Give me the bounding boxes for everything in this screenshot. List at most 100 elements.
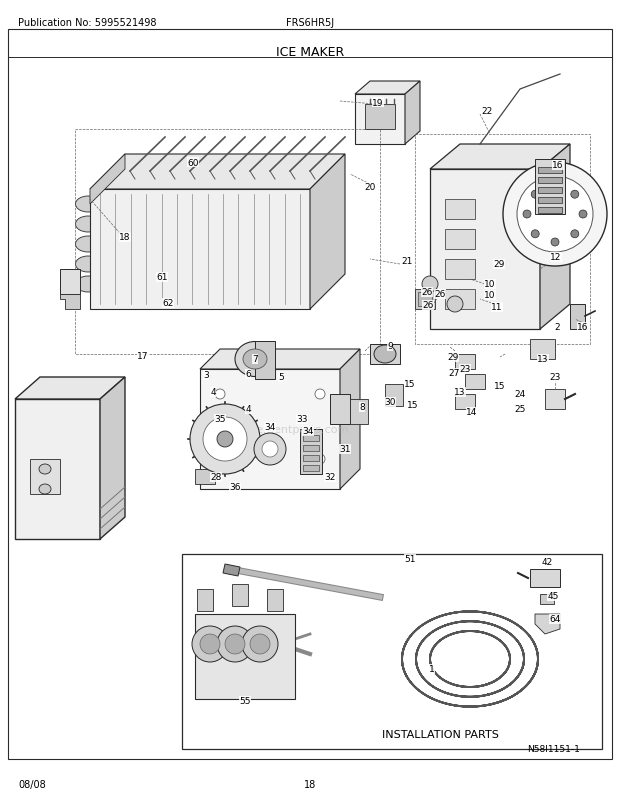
Polygon shape xyxy=(465,375,485,390)
Text: 23: 23 xyxy=(459,365,471,374)
Text: 60: 60 xyxy=(187,158,199,168)
Circle shape xyxy=(225,634,245,654)
Circle shape xyxy=(242,626,278,662)
Ellipse shape xyxy=(39,484,51,494)
Text: 10: 10 xyxy=(484,291,496,300)
Polygon shape xyxy=(195,614,295,699)
Text: 8: 8 xyxy=(359,403,365,412)
Bar xyxy=(300,429,322,475)
Ellipse shape xyxy=(76,217,100,233)
Polygon shape xyxy=(455,395,475,410)
Bar xyxy=(195,469,215,484)
Text: 29: 29 xyxy=(447,353,459,362)
Bar xyxy=(330,395,350,424)
Ellipse shape xyxy=(76,277,100,293)
Circle shape xyxy=(551,183,559,191)
Circle shape xyxy=(571,191,579,199)
Text: 26: 26 xyxy=(422,301,433,310)
Text: 36: 36 xyxy=(229,483,241,492)
Circle shape xyxy=(215,455,225,464)
Bar xyxy=(350,399,368,424)
Text: 22: 22 xyxy=(481,107,493,116)
Bar xyxy=(445,260,475,280)
Text: N58I1151-1: N58I1151-1 xyxy=(527,744,580,753)
Polygon shape xyxy=(310,155,345,310)
Text: FRS6HR5J: FRS6HR5J xyxy=(286,18,334,28)
Ellipse shape xyxy=(76,196,100,213)
Polygon shape xyxy=(540,145,570,330)
Text: 21: 21 xyxy=(401,257,413,266)
Circle shape xyxy=(551,239,559,247)
Polygon shape xyxy=(355,82,420,95)
Polygon shape xyxy=(223,565,240,577)
Circle shape xyxy=(315,390,325,399)
Bar xyxy=(445,290,475,310)
Text: 11: 11 xyxy=(491,303,503,312)
Text: Publication No: 5995521498: Publication No: 5995521498 xyxy=(18,18,156,28)
Text: 34: 34 xyxy=(264,423,276,432)
Circle shape xyxy=(217,626,253,662)
Polygon shape xyxy=(535,614,560,634)
Text: 26: 26 xyxy=(435,290,446,299)
Polygon shape xyxy=(530,339,555,359)
Bar xyxy=(538,208,562,214)
Ellipse shape xyxy=(76,237,100,253)
Bar xyxy=(445,200,475,220)
Polygon shape xyxy=(430,145,570,170)
Text: 19: 19 xyxy=(372,99,384,107)
Text: 12: 12 xyxy=(551,253,562,262)
Circle shape xyxy=(262,441,278,457)
Bar xyxy=(303,465,319,472)
Circle shape xyxy=(523,211,531,219)
Circle shape xyxy=(250,634,270,654)
Text: e-replacementparts.com: e-replacementparts.com xyxy=(211,424,348,435)
Circle shape xyxy=(203,418,247,461)
Polygon shape xyxy=(200,350,360,370)
Polygon shape xyxy=(570,305,585,330)
Text: 45: 45 xyxy=(547,592,559,601)
Text: 15: 15 xyxy=(407,401,419,410)
Bar xyxy=(445,229,475,249)
Bar xyxy=(182,554,602,749)
Polygon shape xyxy=(340,350,360,489)
Circle shape xyxy=(517,176,593,253)
Circle shape xyxy=(192,626,228,662)
Text: 18: 18 xyxy=(119,233,131,242)
Bar xyxy=(540,594,554,604)
Text: 31: 31 xyxy=(339,445,351,454)
Bar xyxy=(538,168,562,174)
Polygon shape xyxy=(530,569,560,587)
Bar xyxy=(385,384,403,407)
Text: 14: 14 xyxy=(466,408,477,417)
Ellipse shape xyxy=(243,350,267,370)
Polygon shape xyxy=(60,294,80,310)
Text: 15: 15 xyxy=(494,382,506,391)
Bar xyxy=(303,456,319,461)
Text: 08/08: 08/08 xyxy=(18,779,46,789)
Text: 42: 42 xyxy=(541,558,552,567)
Polygon shape xyxy=(60,269,80,294)
Text: 17: 17 xyxy=(137,352,149,361)
Text: 26: 26 xyxy=(422,288,433,297)
Bar xyxy=(197,589,213,611)
Circle shape xyxy=(447,297,463,313)
Polygon shape xyxy=(370,345,400,365)
Circle shape xyxy=(190,404,260,475)
Bar xyxy=(30,460,60,494)
Text: 33: 33 xyxy=(296,415,308,424)
Text: 4: 4 xyxy=(245,405,251,414)
Circle shape xyxy=(200,634,220,654)
Text: 32: 32 xyxy=(324,473,335,482)
Text: 15: 15 xyxy=(404,380,416,389)
Text: 64: 64 xyxy=(549,615,560,624)
Bar xyxy=(538,178,562,184)
Text: 16: 16 xyxy=(552,161,564,170)
Text: 25: 25 xyxy=(515,405,526,414)
Text: 34: 34 xyxy=(303,427,314,436)
Polygon shape xyxy=(455,354,475,370)
Text: 13: 13 xyxy=(454,388,466,397)
Text: 55: 55 xyxy=(239,697,250,706)
Polygon shape xyxy=(15,378,125,399)
Text: 1: 1 xyxy=(429,665,435,674)
Text: 10: 10 xyxy=(484,280,496,290)
